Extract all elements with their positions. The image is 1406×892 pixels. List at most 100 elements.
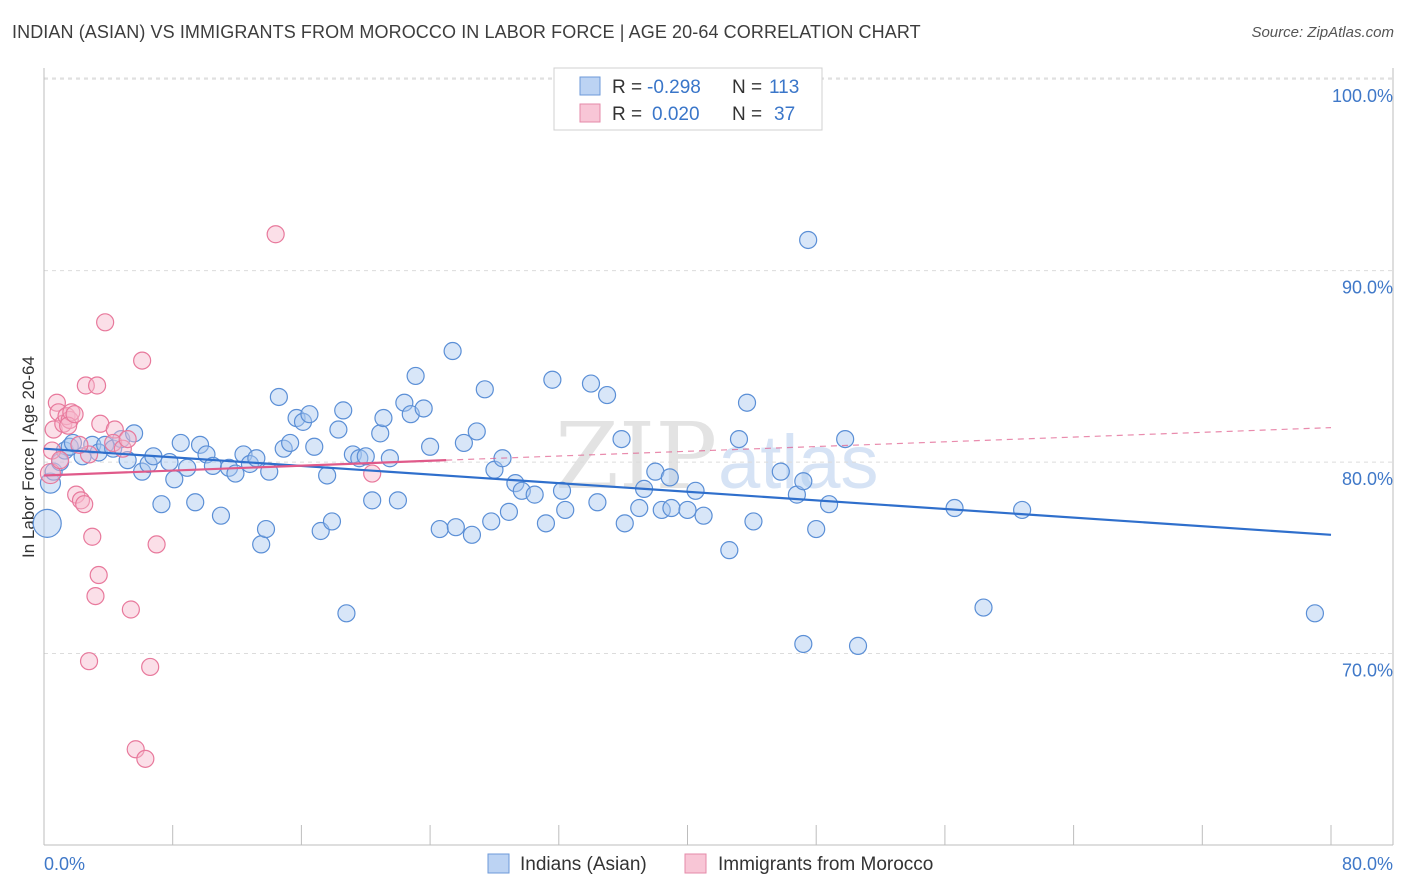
indians-point xyxy=(945,498,964,518)
bottom-legend-swatch-pink xyxy=(684,853,707,874)
morocco-trend-line xyxy=(43,459,447,477)
indians-point xyxy=(305,437,324,456)
legend-r-label-pink: R = xyxy=(612,104,642,125)
morocco-point xyxy=(83,527,102,546)
correlation-legend: R = -0.298 N = 113 R = 0.020 N = 37 xyxy=(553,67,823,131)
indians-point xyxy=(799,230,818,250)
morocco-point xyxy=(87,376,107,395)
indians-point xyxy=(186,493,205,512)
morocco-point xyxy=(44,420,63,439)
morocco-point xyxy=(79,652,99,671)
legend-swatch-blue xyxy=(579,76,601,96)
morocco-point xyxy=(147,535,166,554)
morocco-point xyxy=(118,429,137,449)
indians-point xyxy=(363,491,382,510)
morocco-point xyxy=(104,433,123,453)
indians-point xyxy=(337,604,356,623)
axes xyxy=(43,68,1394,846)
indians-point xyxy=(615,514,634,533)
series-legend: Indians (Asian) Immigrants from Morocco xyxy=(487,853,933,875)
legend-n-value-pink: 37 xyxy=(774,104,795,125)
indians-point xyxy=(499,502,519,521)
indians-point xyxy=(694,506,713,525)
morocco-trend-extension xyxy=(446,427,1332,461)
indians-point xyxy=(300,405,319,424)
indians-point xyxy=(630,498,649,518)
indians-point xyxy=(322,512,342,531)
indians-point xyxy=(256,519,276,539)
indians-point xyxy=(32,508,62,538)
indians-point xyxy=(443,341,462,361)
indians-point xyxy=(819,495,839,514)
indians-point xyxy=(720,541,739,560)
bottom-legend-label-morocco: Immigrants from Morocco xyxy=(718,854,933,875)
series-morocco-points xyxy=(39,225,382,768)
y-tick-label: 80.0% xyxy=(1342,469,1393,489)
legend-n-label-pink: N = xyxy=(732,104,762,125)
indians-point xyxy=(543,370,562,389)
grid-lines xyxy=(44,77,1393,655)
indians-point xyxy=(581,374,601,393)
indians-point xyxy=(678,500,697,520)
indians-point xyxy=(152,495,171,514)
chart-title: INDIAN (ASIAN) VS IMMIGRANTS FROM MOROCC… xyxy=(12,22,921,42)
indians-point xyxy=(836,429,855,449)
indians-point xyxy=(660,468,679,487)
indians-point xyxy=(744,512,763,531)
morocco-point xyxy=(39,462,62,485)
morocco-point xyxy=(70,435,89,454)
legend-r-value-pink: 0.020 xyxy=(652,104,700,125)
indians-point xyxy=(612,429,631,449)
morocco-point xyxy=(141,657,160,677)
indians-point xyxy=(588,493,607,512)
indians-point xyxy=(269,387,288,407)
morocco-point xyxy=(50,451,70,470)
morocco-point xyxy=(86,586,105,606)
indians-point xyxy=(729,429,749,449)
indians-point xyxy=(794,634,813,654)
indians-point xyxy=(848,636,868,655)
morocco-point xyxy=(126,740,145,759)
indians-point xyxy=(395,393,414,412)
indians-point xyxy=(118,451,137,470)
indians-point xyxy=(388,491,408,510)
indians-point xyxy=(252,535,271,554)
legend-r-value-blue: -0.298 xyxy=(647,77,701,98)
y-tick-label: 70.0% xyxy=(1342,661,1393,681)
indians-point xyxy=(482,512,501,531)
morocco-point xyxy=(266,225,285,244)
indians-point xyxy=(371,424,390,443)
indians-trend-line xyxy=(43,447,1332,536)
indians-point xyxy=(597,385,617,405)
morocco-point xyxy=(133,351,152,370)
morocco-point xyxy=(75,495,94,514)
indians-point xyxy=(556,500,575,520)
y-tick-label: 90.0% xyxy=(1342,278,1393,298)
morocco-point xyxy=(79,445,99,464)
indians-point xyxy=(1013,500,1032,520)
indians-point xyxy=(171,433,190,453)
morocco-point xyxy=(136,749,155,768)
x-tick-labels: 0.0% 80.0% xyxy=(44,854,1393,874)
morocco-point xyxy=(89,565,108,585)
y-tick-labels: 70.0% 80.0% 90.0% 100.0% xyxy=(1332,86,1393,680)
chart-source: Source: ZipAtlas.com xyxy=(1251,24,1394,41)
indians-point xyxy=(974,598,993,617)
indians-point xyxy=(794,472,813,491)
indians-point xyxy=(430,519,449,539)
y-tick-label: 100.0% xyxy=(1332,86,1393,106)
legend-r-label-blue: R = xyxy=(612,77,642,98)
indians-point xyxy=(178,458,197,477)
bottom-legend-label-indians: Indians (Asian) xyxy=(520,854,647,875)
indians-point xyxy=(406,366,425,386)
bottom-legend-swatch-blue xyxy=(487,853,510,874)
indians-point xyxy=(380,449,399,468)
indians-point xyxy=(737,393,757,412)
x-tick-label-min: 0.0% xyxy=(44,854,85,874)
legend-swatch-pink xyxy=(579,103,601,123)
morocco-point xyxy=(59,416,78,435)
indians-point xyxy=(334,401,353,420)
indians-point xyxy=(281,433,300,453)
indians-point xyxy=(329,420,348,439)
